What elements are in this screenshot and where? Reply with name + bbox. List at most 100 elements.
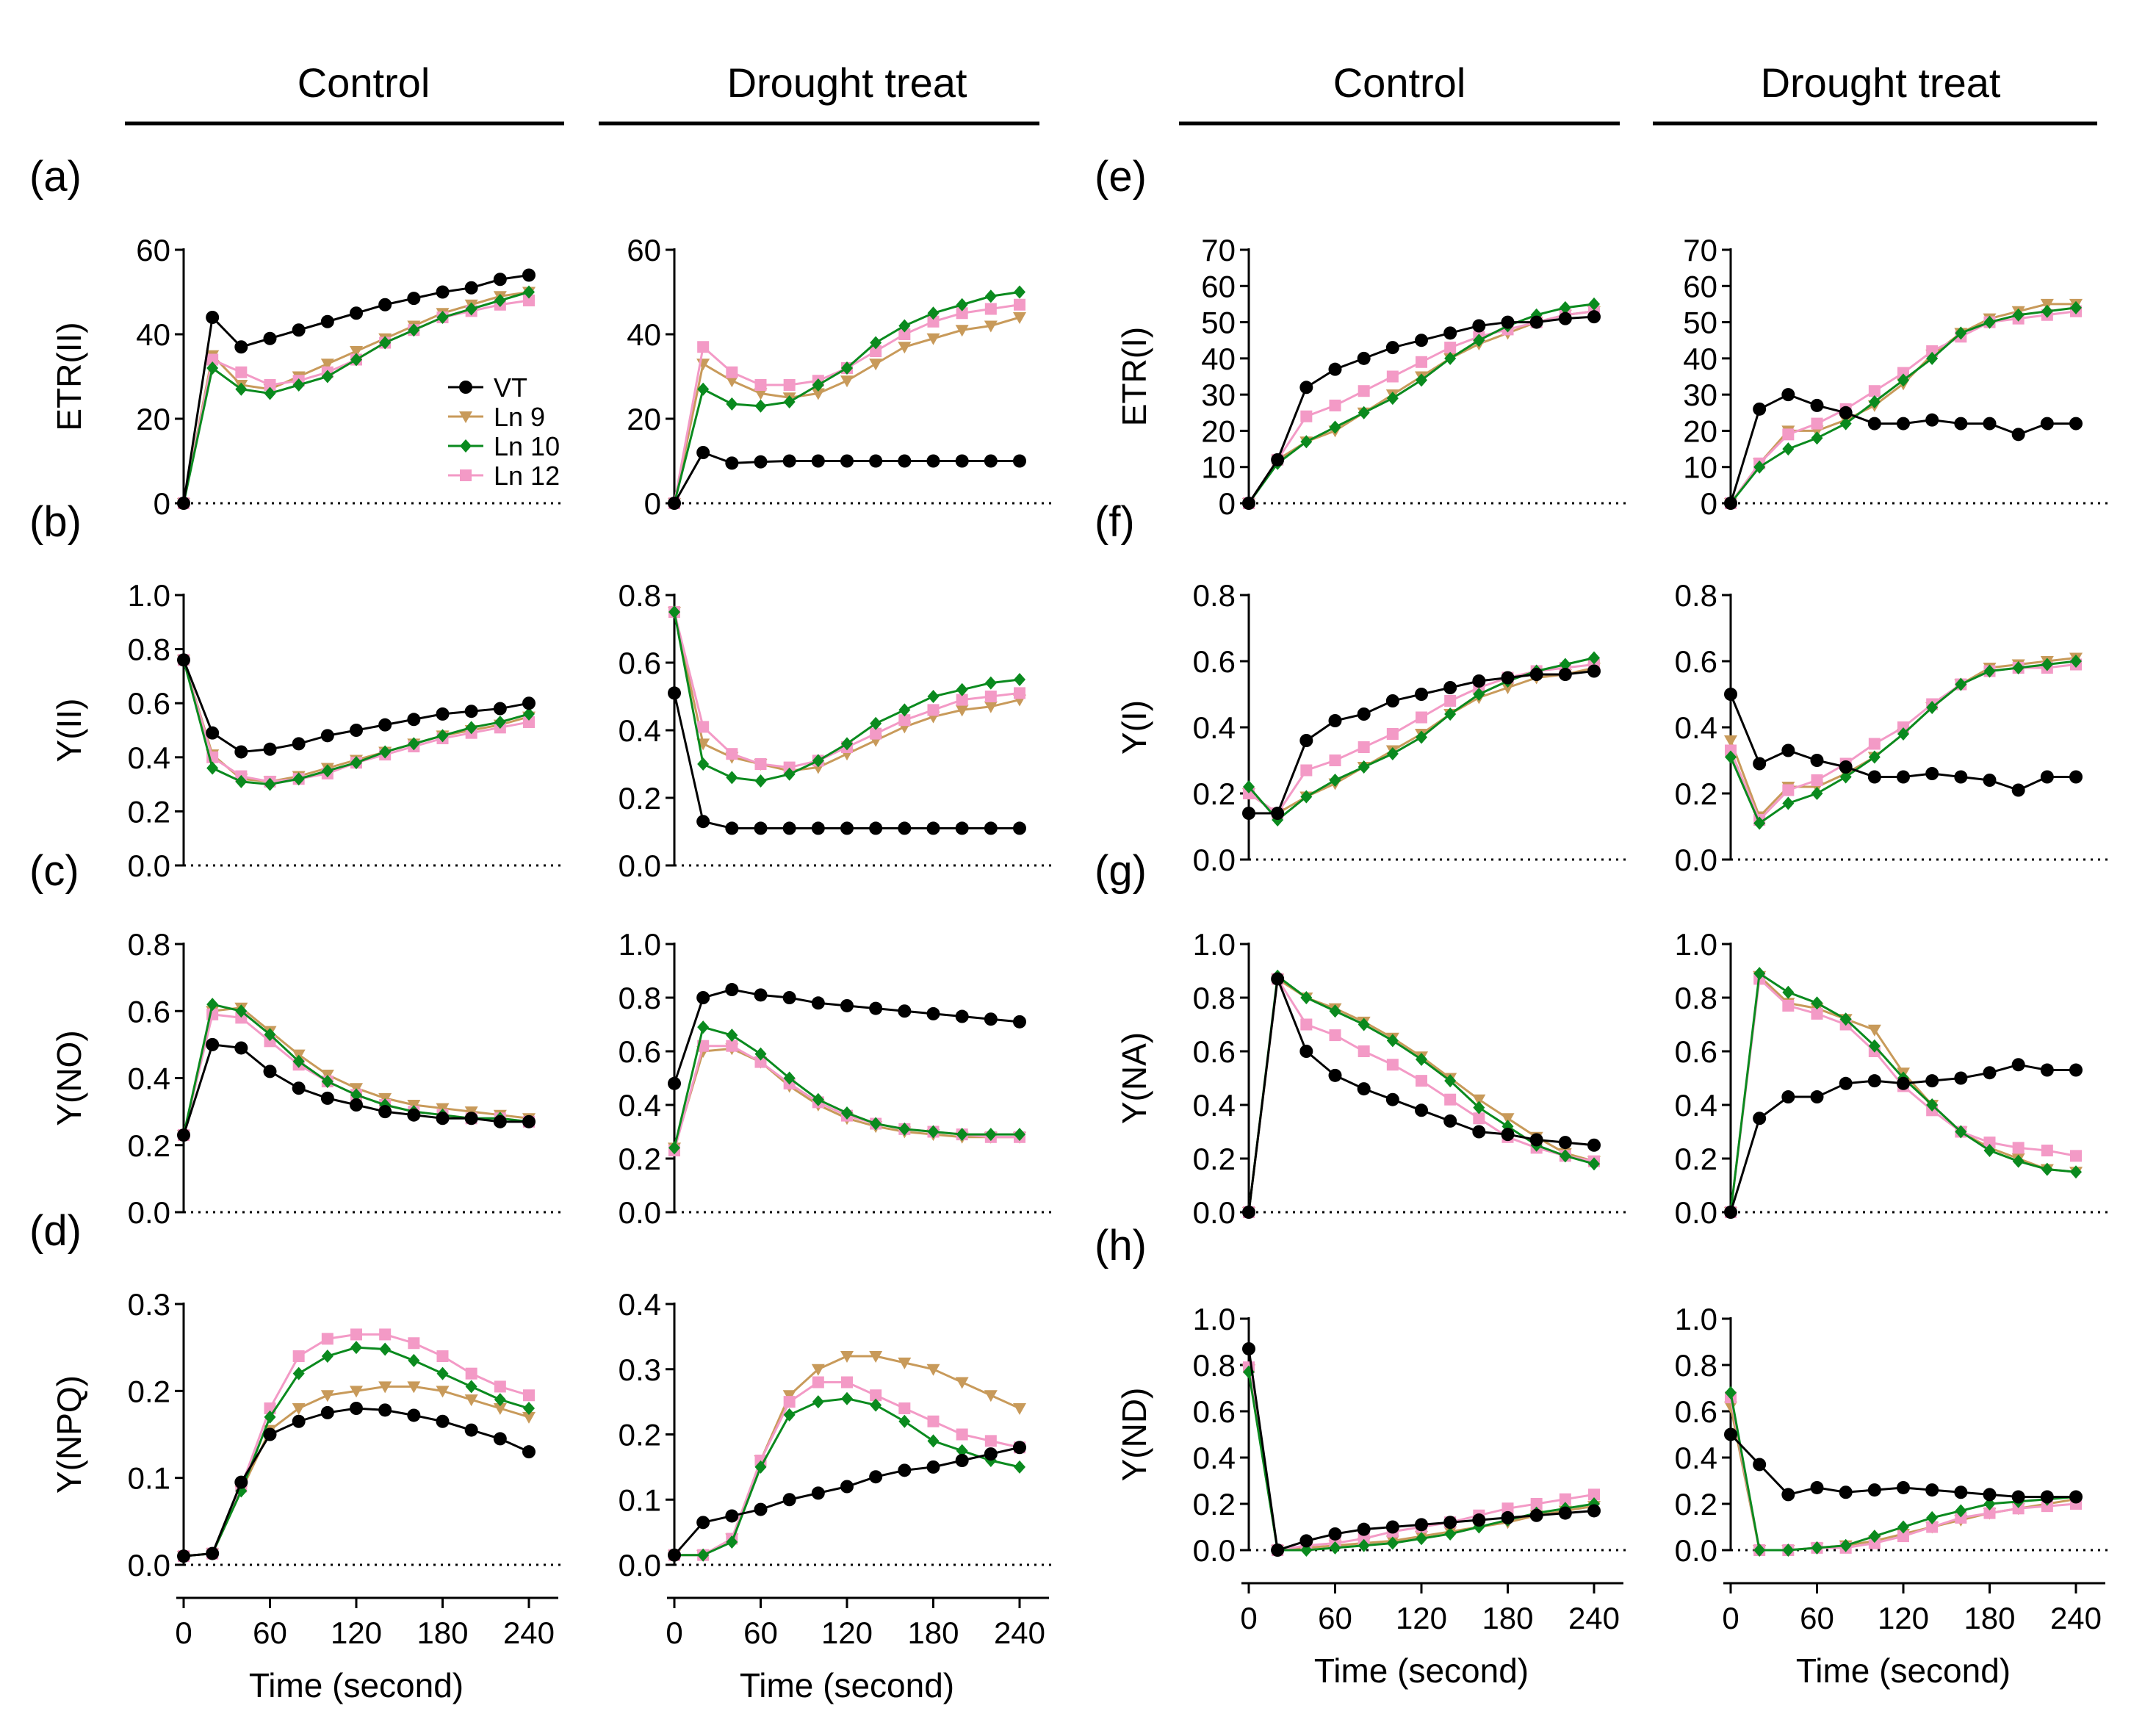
y-tick-label-h2: 0.0: [1675, 1533, 1717, 1568]
panel-tag-c: (c): [29, 847, 79, 895]
data-point-ln10-f: [1473, 688, 1485, 701]
data-point-vt-d: [234, 1475, 248, 1489]
data-point-vt-b: [263, 742, 277, 756]
data-point-ln10-c2: [927, 1125, 940, 1139]
data-point-ln10-e: [1559, 300, 1571, 314]
data-point-vt-c: [436, 1112, 450, 1125]
y-tick-label-a2: 60: [627, 233, 661, 267]
data-point-ln12-g: [1300, 1018, 1313, 1031]
data-point-ln10-g2: [1839, 1012, 1852, 1026]
data-point-vt-g: [1328, 1068, 1342, 1082]
y-tick-label-g2: 1.0: [1675, 927, 1717, 962]
data-point-ln12-b: [523, 716, 535, 728]
series-line-ln12-e2: [1729, 310, 2077, 504]
data-point-vt-b2: [869, 821, 883, 835]
data-point-vt-a2: [668, 497, 681, 510]
data-point-ln10-c2: [898, 1122, 911, 1136]
data-point-vt-h2: [2069, 1490, 2083, 1504]
y-tick-label-e2: 20: [1683, 414, 1717, 448]
data-point-vt-c2: [754, 988, 768, 1002]
data-point-ln10-e: [1473, 334, 1485, 347]
data-point-ln10-f: [1588, 651, 1600, 665]
data-point-ln12-b2: [697, 721, 710, 733]
data-point-vt-c: [350, 1098, 363, 1112]
series-line-ln12-a: [182, 299, 530, 504]
y-axis-label-a: ETR(II): [50, 322, 88, 431]
data-point-ln9-a: [320, 359, 334, 371]
data-point-vt-f2: [1925, 767, 1939, 780]
header-left-control: Control: [298, 60, 430, 106]
y-tick-label-h2: 1.0: [1675, 1302, 1717, 1336]
y-tick-label-b: 1.0: [128, 578, 170, 613]
x-tick-label-d2: 180: [907, 1616, 959, 1650]
data-point-ln12-f: [1358, 741, 1370, 753]
data-point-vt-e2: [2011, 428, 2025, 442]
data-point-ln10-h2: [1926, 1510, 1939, 1524]
data-point-ln10-g: [1329, 1004, 1341, 1018]
data-point-ln12-h2: [1897, 1530, 1909, 1543]
panel-f2: 0.0 0.2 0.4 0.6 0.8: [1675, 578, 2113, 877]
panel-b: (b) 0.0 0.2 0.4 0.6 0.8 1.0 Y(II): [29, 498, 566, 883]
data-point-ln9-b2: [955, 705, 969, 717]
y-tick-label-a: 40: [136, 317, 170, 352]
data-point-ln10-h2: [1983, 1497, 1996, 1510]
data-point-ln9-d2: [984, 1390, 998, 1402]
data-point-vt-h2: [1954, 1485, 1968, 1499]
data-point-ln10-d2: [956, 1444, 968, 1458]
data-point-vt-d2: [926, 1460, 940, 1474]
data-point-vt-f2: [1867, 770, 1881, 784]
data-point-ln10-f2: [2041, 658, 2053, 671]
data-point-vt-f: [1299, 734, 1313, 747]
data-point-vt-a2: [754, 455, 768, 469]
data-point-ln12-g2: [2041, 1145, 2053, 1157]
panel-tag-a: (a): [29, 153, 82, 201]
data-point-vt-h: [1242, 1341, 1255, 1355]
y-tick-label-g: 0.4: [1193, 1088, 1236, 1123]
data-point-vt-b: [234, 745, 248, 759]
y-tick-label-g: 0.8: [1193, 981, 1236, 1015]
data-point-ln10-e: [1386, 392, 1399, 406]
x-tick-label-d2: 0: [666, 1616, 682, 1650]
data-point-vt-a2: [869, 454, 883, 468]
data-point-ln10-g: [1300, 991, 1313, 1004]
data-point-ln10-f: [1559, 658, 1571, 671]
data-point-ln10-b2: [870, 716, 882, 730]
y-tick-label-a: 0: [154, 486, 170, 521]
data-point-ln10-g2: [1955, 1125, 1967, 1139]
panels-group: (a)0204060ETR(II)0204060(e)0102030405060…: [29, 153, 2113, 1704]
y-axis-label-e: ETR(I): [1115, 327, 1153, 426]
data-point-ln12-d2: [841, 1376, 853, 1389]
y-tick-label-f2: 0.6: [1675, 644, 1717, 679]
y-tick-label-e2: 0: [1701, 486, 1717, 521]
data-point-vt-a: [436, 285, 450, 299]
data-point-vt-g2: [1897, 1076, 1910, 1090]
data-point-vt-b: [177, 653, 190, 667]
data-point-ln10-h: [1329, 1541, 1341, 1555]
y-tick-label-c: 0.6: [128, 994, 170, 1029]
data-point-vt-b: [436, 707, 450, 721]
data-point-ln12-d2: [783, 1396, 796, 1408]
y-tick-label-e2: 50: [1683, 306, 1717, 340]
data-point-ln10-c: [350, 1088, 362, 1102]
data-point-ln10-b: [523, 707, 535, 721]
data-point-ln9-d2: [898, 1357, 912, 1369]
data-point-ln10-c2: [668, 1141, 680, 1155]
x-tick-label-d2: 240: [994, 1616, 1045, 1650]
series-line-ln12-f2: [1729, 663, 2077, 822]
data-point-vt-c: [464, 1112, 478, 1125]
data-point-ln10-g2: [1868, 1039, 1881, 1053]
data-point-ln10-d: [350, 1341, 362, 1355]
data-point-vt-a2: [811, 454, 825, 468]
y-axis-label-c: Y(NO): [50, 1030, 88, 1125]
data-point-ln9-d: [320, 1390, 334, 1402]
data-point-ln12-b2: [870, 727, 882, 740]
data-point-ln12-a2: [726, 366, 738, 378]
data-point-ln10-h: [1444, 1527, 1457, 1541]
data-point-vt-d: [522, 1445, 536, 1459]
data-point-ln10-c2: [726, 1029, 738, 1042]
data-point-vt-b2: [668, 686, 681, 700]
data-point-ln10-a2: [726, 397, 738, 411]
data-point-ln10-a: [292, 378, 305, 392]
data-point-vt-d: [292, 1414, 306, 1428]
